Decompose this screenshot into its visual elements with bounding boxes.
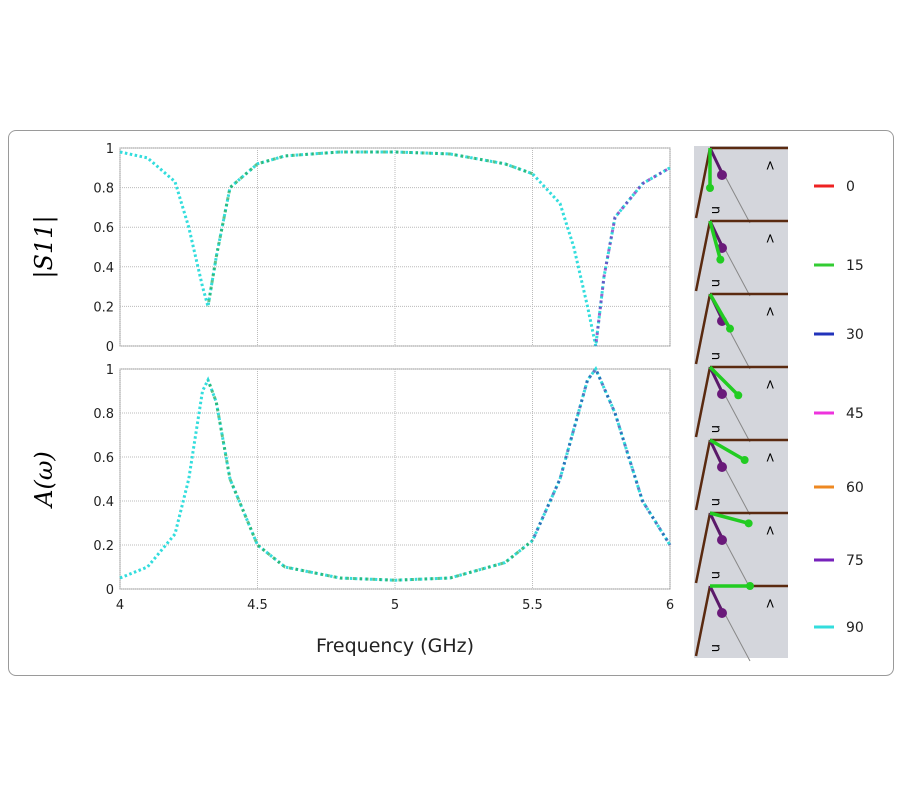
y-tick-label: 0.8 xyxy=(93,182,114,197)
legend-label: 0 xyxy=(846,179,855,195)
x-tick-label: 4.5 xyxy=(247,598,268,613)
v-label: < xyxy=(762,379,777,390)
polarization-diagram: n< xyxy=(694,292,788,370)
v-label: < xyxy=(762,306,777,317)
y-axis-label: A(ω) xyxy=(30,451,58,509)
v-label: < xyxy=(762,160,777,171)
k-dot xyxy=(717,170,727,180)
n-label: n xyxy=(708,352,723,360)
y-axis-label: |S11| xyxy=(30,215,59,278)
e-field-arrow-icon xyxy=(708,365,740,397)
x-axis-label: Frequency (GHz) xyxy=(316,635,474,657)
legend-label: 75 xyxy=(846,553,864,569)
polarization-diagram: n< xyxy=(694,146,788,224)
series-line-90 xyxy=(119,150,671,347)
side-line xyxy=(694,366,712,438)
y-tick-label: 0.2 xyxy=(93,300,114,315)
side-line xyxy=(694,293,712,365)
v-label: < xyxy=(762,233,777,244)
arrow-head xyxy=(716,255,725,264)
n-label: n xyxy=(708,425,723,433)
v-label: < xyxy=(762,525,777,536)
arrow-head xyxy=(746,582,754,590)
legend-label: 45 xyxy=(846,406,864,422)
arrow-head xyxy=(706,184,714,192)
x-tick-label: 4 xyxy=(116,598,124,613)
y-tick-label: 0.4 xyxy=(93,495,114,510)
legend-label: 30 xyxy=(846,327,864,343)
series-line-15 xyxy=(206,150,534,307)
k-vector xyxy=(708,147,724,174)
side-line xyxy=(694,147,712,219)
y-tick-label: 0.8 xyxy=(93,407,114,422)
k-vector xyxy=(708,512,724,539)
k-vector xyxy=(708,439,724,466)
arrow-head xyxy=(734,391,743,400)
y-tick-label: 0 xyxy=(106,340,114,355)
y-tick-label: 0.6 xyxy=(93,221,114,236)
series-line-30 xyxy=(531,366,672,546)
k-dot xyxy=(717,608,727,618)
k-dot xyxy=(717,462,727,472)
n-label: n xyxy=(708,571,723,579)
e-field-arrow-icon xyxy=(709,511,750,526)
n-label: n xyxy=(708,498,723,506)
x-tick-label: 5.5 xyxy=(522,598,543,613)
polarization-diagram: n< xyxy=(694,219,788,297)
polarization-diagram: n< xyxy=(694,582,788,662)
legend-label: 15 xyxy=(846,258,864,274)
side-line xyxy=(694,220,712,292)
arrow-head xyxy=(744,519,753,528)
y-tick-label: 0.2 xyxy=(93,539,114,554)
y-tick-label: 0.4 xyxy=(93,261,114,276)
k-dot xyxy=(717,389,727,399)
v-label: < xyxy=(762,452,777,463)
k-vector xyxy=(708,585,724,612)
x-tick-label: 5 xyxy=(391,598,399,613)
polarization-diagram: n< xyxy=(694,511,788,589)
y-tick-label: 1 xyxy=(106,142,114,157)
arrow-head xyxy=(726,324,734,333)
figure-frame xyxy=(8,130,894,676)
legend-label: 90 xyxy=(846,620,864,636)
y-tick-label: 0 xyxy=(106,583,114,598)
series-line-75 xyxy=(594,166,671,347)
legend-label: 60 xyxy=(846,480,864,496)
e-field-arrow-icon xyxy=(708,220,723,261)
e-field-arrow-icon xyxy=(709,438,746,462)
side-line xyxy=(694,439,712,511)
y-tick-label: 1 xyxy=(106,363,114,378)
arrow-head xyxy=(740,456,749,464)
polarization-diagram: n< xyxy=(694,365,788,443)
x-tick-label: 6 xyxy=(666,598,674,613)
series-line-15 xyxy=(206,379,534,582)
v-label: < xyxy=(762,598,777,609)
n-label: n xyxy=(708,206,723,214)
side-line xyxy=(694,585,712,657)
diagram-strip xyxy=(694,146,788,658)
polarization-diagram: n< xyxy=(694,438,788,516)
side-line xyxy=(694,512,712,584)
e-field-arrow-icon xyxy=(708,293,732,330)
y-tick-label: 0.6 xyxy=(93,451,114,466)
n-label: n xyxy=(708,644,723,652)
n-label: n xyxy=(708,279,723,287)
k-dot xyxy=(717,535,727,545)
